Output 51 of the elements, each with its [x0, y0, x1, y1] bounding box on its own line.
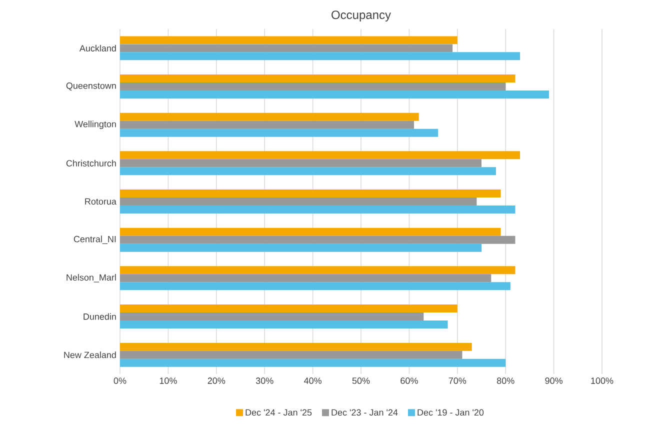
y-tick-label: Christchurch: [66, 160, 116, 166]
legend-label: Dec '24 - Jan '25: [246, 409, 312, 416]
bar: [120, 74, 516, 83]
x-tick-label: 30%: [256, 378, 274, 384]
x-tick-label: 50%: [352, 378, 370, 384]
y-tick-label: New Zealand: [64, 352, 116, 358]
x-tick-label: 40%: [304, 378, 322, 384]
bar: [120, 236, 516, 244]
bar: [120, 36, 458, 44]
bar: [120, 228, 501, 236]
bar: [120, 342, 472, 351]
x-tick-label: 20%: [208, 378, 226, 384]
bar: [120, 282, 510, 290]
legend-label: Dec '23 - Jan '24: [332, 409, 398, 416]
bar: [120, 90, 549, 99]
bar: [120, 44, 453, 52]
bar: [120, 82, 506, 91]
bar: [120, 198, 477, 206]
x-tick-label: 90%: [545, 378, 562, 384]
bar: [120, 52, 520, 60]
y-tick-label: Wellington: [74, 120, 116, 130]
x-tick-label: 70%: [448, 378, 466, 384]
bar: [120, 274, 492, 282]
bar: [120, 358, 506, 367]
legend-label: Dec '19 - Jan '20: [418, 409, 484, 416]
bar: [120, 112, 419, 121]
y-tick-label: Nelson_Marl: [66, 274, 116, 282]
bar: [120, 151, 520, 160]
bar: [120, 120, 414, 129]
y-tick-label: Queenstown: [66, 82, 116, 90]
bar: [120, 167, 496, 176]
bar: [120, 304, 458, 313]
bar: [120, 320, 448, 329]
x-tick-label: 0%: [114, 378, 126, 384]
x-tick-label: 60%: [400, 378, 418, 384]
y-tick-label: Dunedin: [84, 313, 116, 320]
bar: [120, 128, 438, 137]
x-tick-label: 80%: [496, 378, 514, 384]
bar: [120, 350, 462, 359]
bar: [120, 159, 482, 168]
bar: [120, 190, 501, 198]
chart-title: Occupancy: [332, 10, 391, 22]
bar: [120, 244, 482, 252]
y-tick-label: Central_NI: [74, 236, 116, 244]
y-tick-label: Rotorua: [85, 198, 116, 205]
x-tick-label: 100%: [591, 378, 614, 384]
y-tick-label: Auckland: [79, 44, 116, 52]
bar: [120, 266, 516, 274]
x-tick-label: 10%: [160, 378, 177, 384]
bar: [120, 312, 424, 321]
bar: [120, 206, 516, 214]
